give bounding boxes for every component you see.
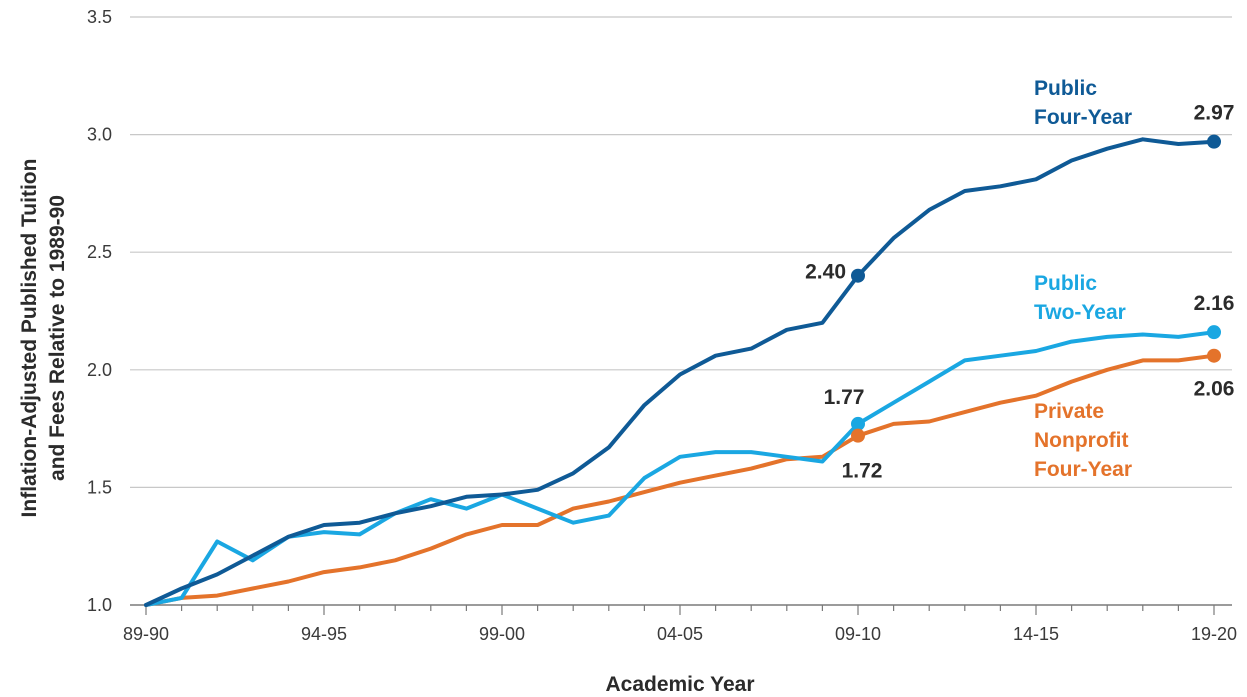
series-name-line-1-1: Two-Year	[1034, 301, 1126, 324]
series-name-2: Private Nonprofit Four-Year	[1034, 400, 1132, 481]
data-point-0-30	[1207, 134, 1221, 149]
value-label-1-30: 2.16	[1194, 292, 1235, 315]
series-name-line-2-2: Four-Year	[1034, 458, 1132, 481]
series-line-0	[144, 137, 1216, 607]
series-name-line-2-1: Nonprofit	[1034, 429, 1128, 452]
x-tick-label-14-15: 14-15	[1013, 624, 1059, 644]
annotations: 2.40 2.97 Public Four-Year 1.77 2.16 Public Two…	[805, 77, 1234, 483]
series-name-0: Public Four-Year	[1034, 77, 1132, 129]
x-tick-label-09-10: 09-10	[835, 624, 881, 644]
series-name-line-0-1: Four-Year	[1034, 106, 1132, 129]
value-label-1-20: 1.77	[824, 386, 865, 409]
x-tick-label-19-20: 19-20	[1191, 624, 1237, 644]
x-axis-title: Academic Year	[605, 673, 754, 696]
value-label-0-30: 2.97	[1194, 102, 1235, 125]
y-axis-title-line2: and Fees Relative to 1989-90	[46, 195, 69, 481]
x-tick-label-04-05: 04-05	[657, 624, 703, 644]
grid-lines	[130, 16, 1232, 606]
y-tick-label-1.5: 1.5	[87, 477, 112, 497]
x-tick-label-89-90: 89-90	[123, 624, 169, 644]
data-point-1-20	[851, 416, 865, 431]
value-label-0-20: 2.40	[805, 261, 846, 284]
series-line-1	[144, 330, 1216, 607]
data-point-2-20	[851, 428, 865, 443]
y-tick-labels: 1.0 1.5 2.0 2.5 3.0 3.5	[87, 7, 112, 615]
x-tick-label-94-95: 94-95	[301, 624, 347, 644]
data-point-1-30	[1207, 325, 1221, 340]
series-name-1: Public Two-Year	[1034, 272, 1126, 324]
value-label-2-30: 2.06	[1194, 378, 1235, 401]
data-point-2-30	[1207, 348, 1221, 363]
end-points	[851, 134, 1221, 443]
y-tick-label-2.0: 2.0	[87, 360, 112, 380]
y-tick-label-1.0: 1.0	[87, 595, 112, 615]
x-axis: 89-90 94-95 99-00 04-05 09-10 14-15 19-20	[123, 605, 1237, 644]
series-name-line-1-0: Public	[1034, 272, 1097, 295]
y-tick-label-2.5: 2.5	[87, 242, 112, 262]
x-tick-label-99-00: 99-00	[479, 624, 525, 644]
series-name-line-2-0: Private	[1034, 400, 1104, 423]
series-line-2	[144, 353, 1216, 607]
series-lines	[144, 137, 1216, 607]
series-name-line-0-0: Public	[1034, 77, 1097, 100]
y-tick-label-3.5: 3.5	[87, 7, 112, 27]
value-label-2-20: 1.72	[842, 460, 883, 483]
data-point-0-20	[851, 268, 865, 283]
y-tick-label-3.0: 3.0	[87, 125, 112, 145]
y-axis-title-line1: Inflation-Adjusted Published Tuition	[18, 159, 41, 518]
